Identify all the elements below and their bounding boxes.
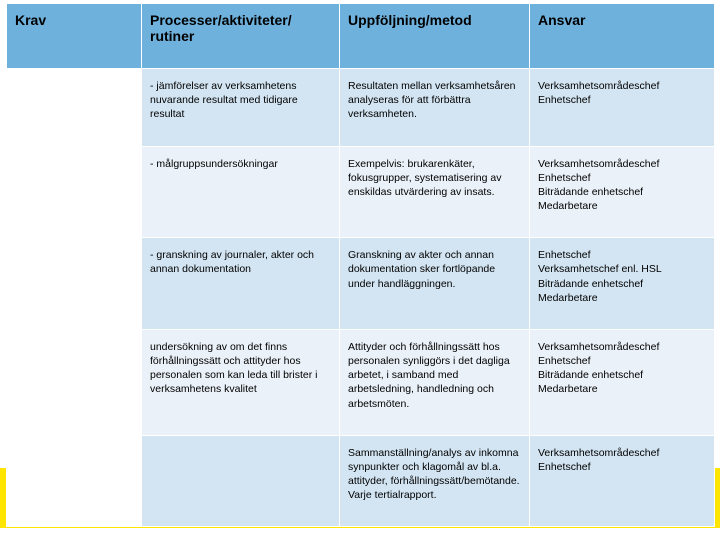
cell-process — [142, 435, 340, 527]
table-row: undersökning av om det finns förhållning… — [7, 329, 715, 435]
col-header-process: Processer/aktiviteter/ rutiner — [142, 4, 340, 69]
cell-ansvar: VerksamhetsområdeschefEnhetschefBiträdan… — [530, 146, 715, 238]
cell-krav — [7, 435, 142, 527]
cell-metod: Attityder och förhållningssätt hos perso… — [340, 329, 530, 435]
cell-krav — [7, 146, 142, 238]
col-header-krav: Krav — [7, 4, 142, 69]
table-row: - jämförelser av verksamhetens nuvarande… — [7, 69, 715, 147]
cell-ansvar: VerksamhetsområdeschefEnhetschef — [530, 435, 715, 527]
table-row: Sammanställning/analys av inkomna synpun… — [7, 435, 715, 527]
col-header-ansvar: Ansvar — [530, 4, 715, 69]
cell-krav — [7, 238, 142, 330]
cell-metod: Resultaten mellan verksamhetsåren analys… — [340, 69, 530, 147]
cell-ansvar: VerksamhetsområdeschefEnhetschefBiträdan… — [530, 329, 715, 435]
table-row: - granskning av journaler, akter och ann… — [7, 238, 715, 330]
table-container: Krav Processer/aktiviteter/ rutiner Uppf… — [6, 3, 714, 527]
cell-ansvar: EnhetschefVerksamhetschef enl. HSLBiträd… — [530, 238, 715, 330]
cell-process: - målgruppsundersökningar — [142, 146, 340, 238]
cell-krav — [7, 69, 142, 147]
cell-process: - jämförelser av verksamhetens nuvarande… — [142, 69, 340, 147]
cell-process: undersökning av om det finns förhållning… — [142, 329, 340, 435]
cell-process: - granskning av journaler, akter och ann… — [142, 238, 340, 330]
col-header-metod: Uppföljning/metod — [340, 4, 530, 69]
cell-metod: Exempelvis: brukarenkäter, fokusgrupper,… — [340, 146, 530, 238]
cell-ansvar: VerksamhetsområdeschefEnhetschef — [530, 69, 715, 147]
requirements-table: Krav Processer/aktiviteter/ rutiner Uppf… — [6, 3, 715, 527]
table-row: - målgruppsundersökningar Exempelvis: br… — [7, 146, 715, 238]
cell-krav — [7, 329, 142, 435]
table-header-row: Krav Processer/aktiviteter/ rutiner Uppf… — [7, 4, 715, 69]
cell-metod: Sammanställning/analys av inkomna synpun… — [340, 435, 530, 527]
cell-metod: Granskning av akter och annan dokumentat… — [340, 238, 530, 330]
